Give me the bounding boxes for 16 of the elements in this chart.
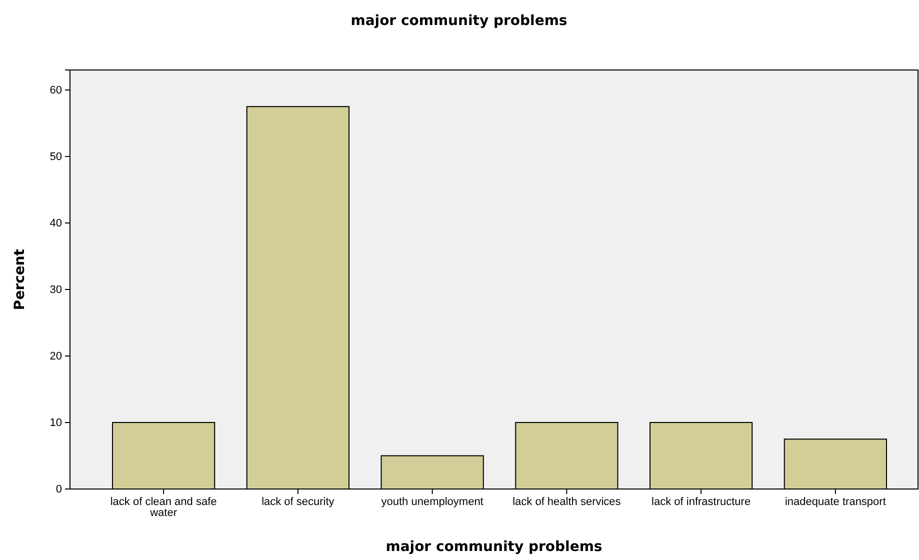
chart-title: major community problems — [350, 13, 568, 29]
y-tick-label: 30 — [50, 284, 62, 296]
x-tick-label: youth unemployment — [381, 496, 484, 508]
y-tick-label: 20 — [50, 350, 62, 363]
x-tick-label: lack of clean and safe water — [110, 496, 217, 519]
x-tick-label: lack of security — [262, 496, 335, 508]
x-tick-label: inadequate transport — [784, 496, 886, 508]
y-tick-label: 10 — [50, 417, 62, 430]
y-tick-label: 60 — [50, 84, 62, 96]
y-tick-label: 0 — [56, 484, 62, 496]
x-tick-label: lack of infrastructure — [652, 496, 751, 508]
y-axis-title: Percent — [12, 248, 28, 310]
x-tick-label: lack of health services — [512, 496, 622, 508]
y-tick-label: 40 — [50, 217, 62, 230]
y-tick-label: 50 — [50, 150, 62, 163]
x-axis-title: major community problems — [386, 539, 602, 555]
